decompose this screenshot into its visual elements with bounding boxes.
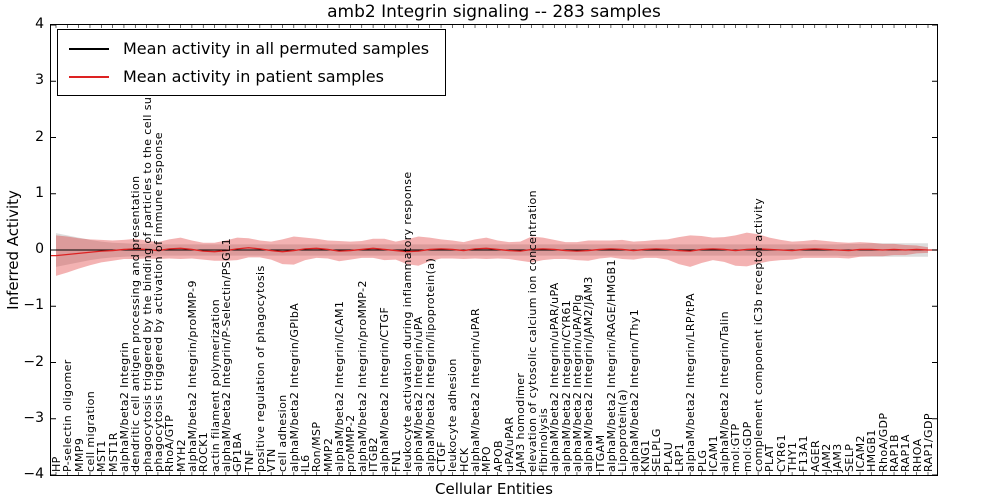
chart-title: amb2 Integrin signaling -- 283 samples xyxy=(327,2,661,22)
y-tick-label: −3 xyxy=(23,409,44,426)
x-axis-label: Cellular Entities xyxy=(435,480,553,498)
legend-item-permuted: Mean activity in all permuted samples xyxy=(69,39,429,58)
patient-band-area xyxy=(56,232,928,276)
chart-svg xyxy=(51,25,937,475)
plot-area xyxy=(50,24,938,476)
patient-line-swatch xyxy=(69,75,109,78)
y-tick-label: −4 xyxy=(23,466,44,482)
legend-label-patient: Mean activity in patient samples xyxy=(123,67,384,86)
y-axis-label: Inferred Activity xyxy=(4,190,22,310)
legend-item-patient: Mean activity in patient samples xyxy=(69,67,429,86)
y-tick-label: 3 xyxy=(35,72,44,89)
y-tick-label: −2 xyxy=(23,353,44,370)
y-tick-label: 2 xyxy=(35,128,44,145)
legend-label-permuted: Mean activity in all permuted samples xyxy=(123,39,430,58)
y-tick-label: 4 xyxy=(35,16,44,32)
permuted-line-swatch xyxy=(69,47,109,50)
legend: Mean activity in all permuted samples Me… xyxy=(57,29,447,96)
patient-mean-line xyxy=(51,247,937,257)
